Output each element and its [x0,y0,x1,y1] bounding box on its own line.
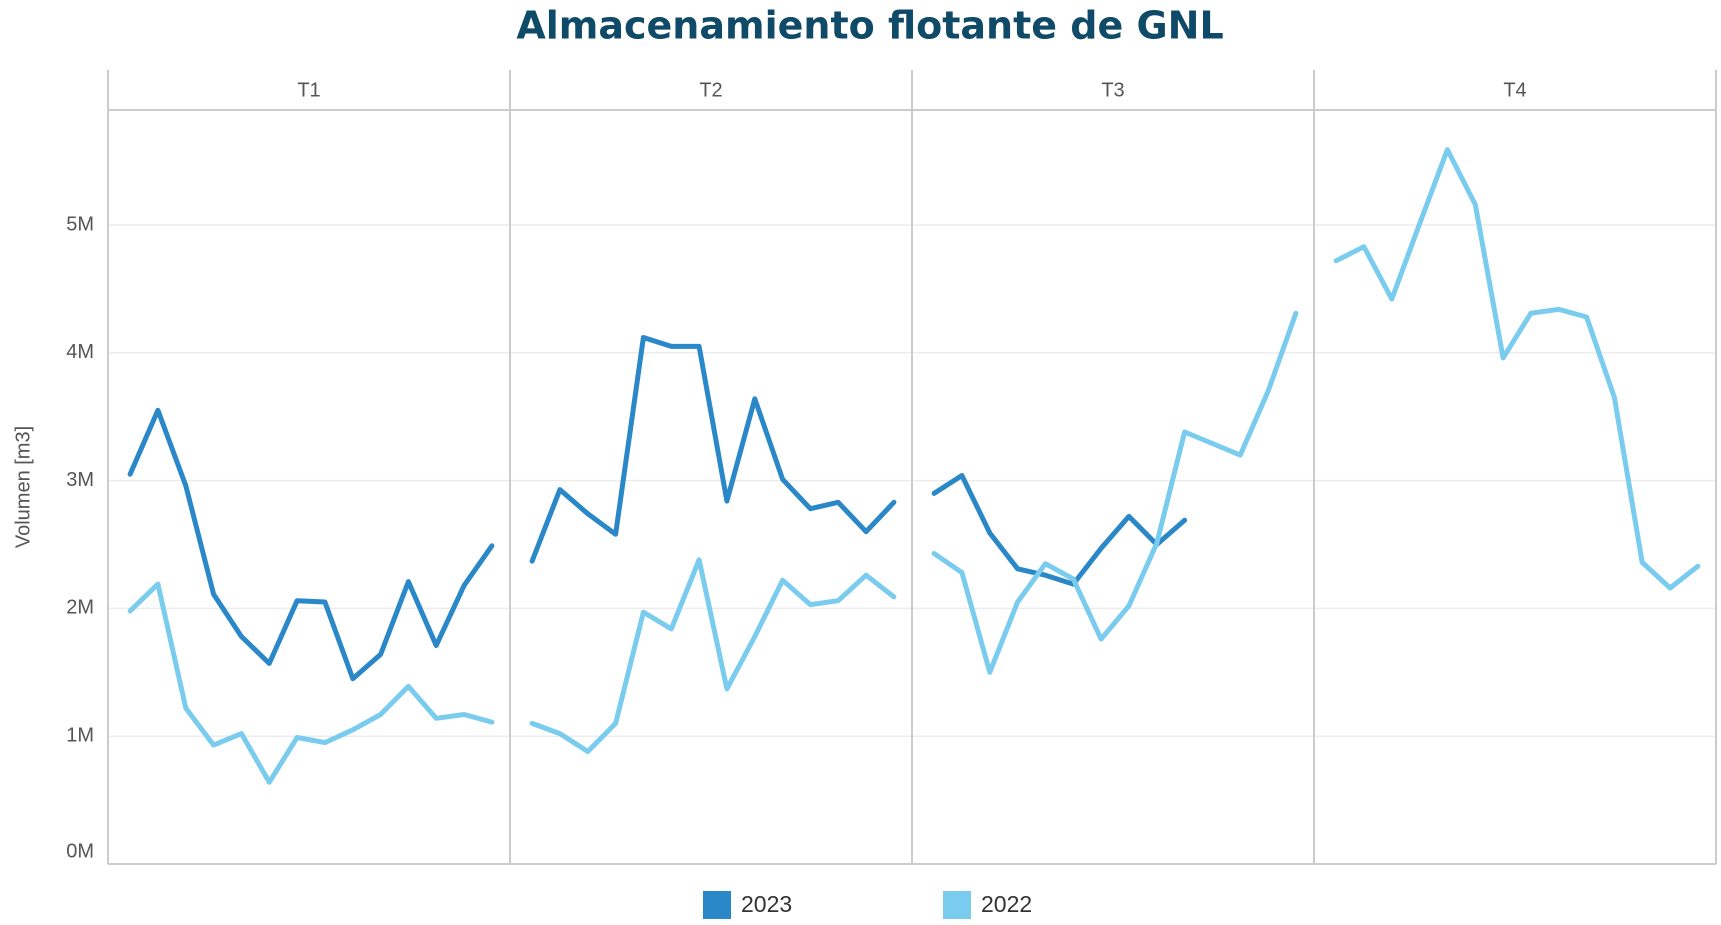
series-line [931,310,1299,675]
panel-title: T4 [1503,79,1526,101]
series-line [529,557,897,754]
legend-swatch [703,891,731,919]
y-tick-label: 0M [66,840,94,862]
y-tick-label: 2M [66,597,94,619]
y-tick-label: 3M [66,469,94,491]
chart-title: Almacenamiento flotante de GNL [516,4,1223,48]
legend-label: 2022 [981,891,1032,917]
panel-title: T2 [699,79,722,101]
y-axis-label: Volumen [m3] [12,426,34,548]
panel-title: T1 [297,79,320,101]
series-line [1333,147,1701,591]
panel-title: T3 [1101,79,1124,101]
series-line [127,407,495,682]
series-line [529,335,897,564]
series-line [931,473,1188,587]
legend-label: 2023 [741,891,792,917]
y-tick-label: 1M [66,724,94,746]
y-tick-label: 5M [66,213,94,235]
y-tick-label: 4M [66,341,94,363]
series-line [127,581,495,785]
legend-swatch [943,891,971,919]
